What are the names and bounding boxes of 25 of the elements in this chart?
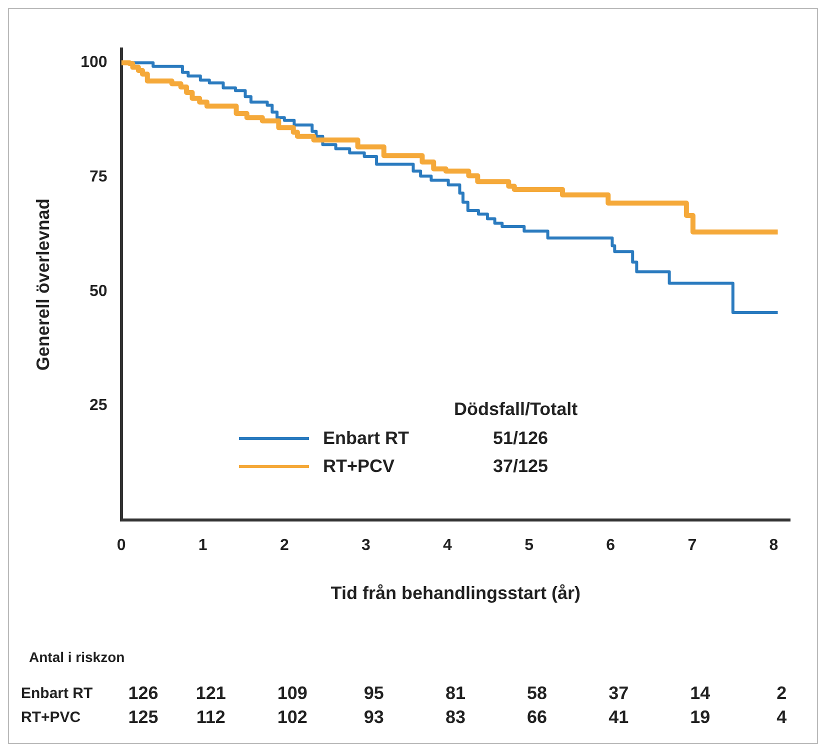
x-tick-label: 0 <box>116 537 126 554</box>
text: Enbart RT <box>21 685 93 702</box>
x-tick-label: 8 <box>769 537 778 554</box>
y-axis-title: Generell överlevnad <box>32 198 53 371</box>
x-axis-title: Tid från behandlingsstart (år) <box>330 583 580 604</box>
x-tick-label: 7 <box>688 537 697 554</box>
text: 126 121 109 95 81 58 37 14 2 <box>128 683 787 703</box>
y-tick-label: 50 <box>90 282 108 300</box>
x-tick-label: 6 <box>606 537 616 554</box>
x-tick-label: 2 <box>280 537 289 554</box>
x-tick-label: 3 <box>361 537 370 554</box>
annotation: 51/126 <box>493 428 548 448</box>
legend-label: RT+PCV <box>323 456 396 476</box>
x-tick-label: 1 <box>198 537 208 554</box>
legend-title: Dödsfall/Totalt <box>454 399 578 420</box>
text: Antal i riskzon <box>29 649 125 665</box>
y-tick-label: 100 <box>80 54 108 72</box>
text: 125 112 102 93 83 66 41 19 4 <box>128 707 787 727</box>
x-tick-label: 4 <box>443 537 452 554</box>
y-tick-label: 75 <box>90 168 108 186</box>
y-tick-label: 25 <box>90 397 108 414</box>
annotation: 37/125 <box>493 456 548 476</box>
x-tick-label: 5 <box>524 537 534 554</box>
text: RT+PVC <box>21 709 81 726</box>
legend-label: Enbart RT <box>323 428 410 448</box>
